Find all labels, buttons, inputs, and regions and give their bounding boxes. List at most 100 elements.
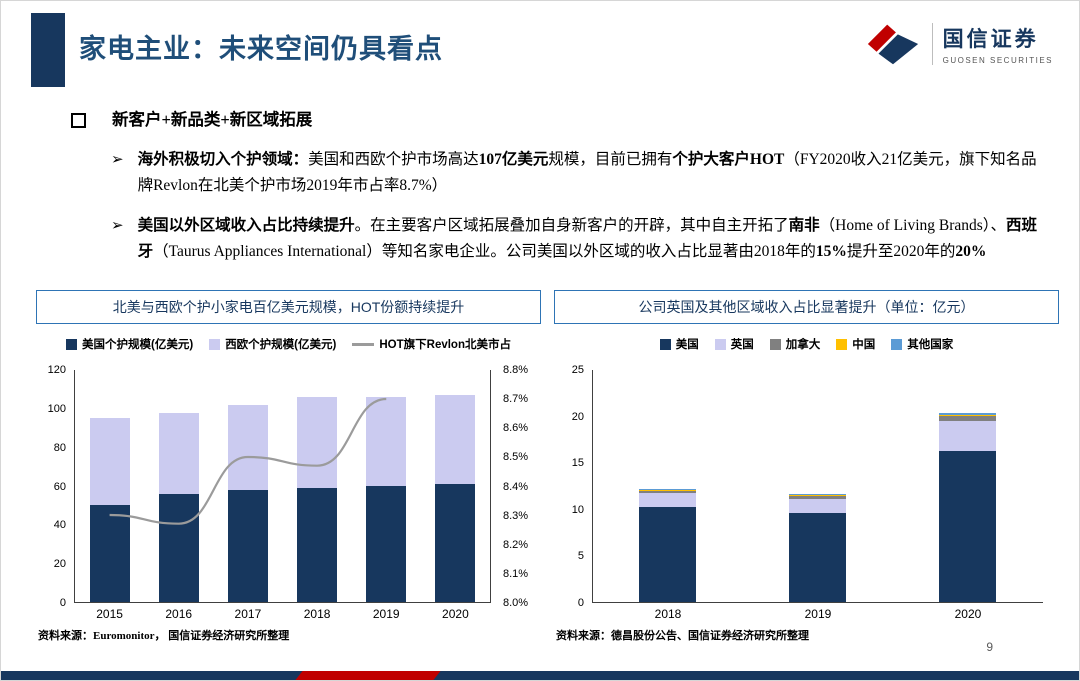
brand-logo: 国信证券 GUOSEN SECURITIES — [864, 21, 1053, 67]
bar-segment — [789, 495, 847, 499]
logo-text: 国信证券 GUOSEN SECURITIES — [943, 23, 1053, 65]
plot-area: 2018 2019 2020 — [592, 370, 1043, 621]
bar-slot — [144, 370, 213, 602]
legend-item: 英国 — [714, 336, 754, 352]
y-axis-tick-label: 10 — [571, 503, 584, 516]
legend-label: 中国 — [852, 339, 876, 351]
arrow-bullet-icon: ➢ — [111, 152, 124, 168]
bar-segment — [789, 493, 847, 495]
x-axis-tick-label: 2019 — [804, 607, 832, 621]
chart-title: 北美与西欧个护小家电百亿美元规模，HOT份额持续提升 — [36, 290, 541, 324]
bar-segment — [366, 397, 407, 486]
header-accent-block — [31, 13, 65, 87]
y-axis-right-tick-label: 8.3% — [503, 509, 529, 522]
x-axis-tick-label: 2018 — [303, 607, 331, 621]
y-axis-tick-label: 25 — [571, 364, 584, 376]
bar-slot — [421, 370, 490, 602]
legend-label: HOT旗下Revlon北美市占 — [379, 339, 511, 351]
footer-red-accent — [295, 671, 441, 680]
y-axis-right-tick-label: 8.2% — [503, 538, 529, 551]
chart-panel-region-revenue: 公司英国及其他区域收入占比显著提升（单位：亿元） 美国 英国 加拿大 中国 其他国家 0… — [554, 290, 1059, 647]
arrow-bullet-icon: ➢ — [111, 218, 124, 234]
legend-label: 西欧个护规模(亿美元) — [225, 339, 337, 351]
page-number: 9 — [986, 640, 993, 654]
bar-slot — [593, 370, 743, 602]
y-axis-tick-label: 100 — [47, 402, 66, 415]
bar-slot — [213, 370, 282, 602]
logo-name-en: GUOSEN SECURITIES — [942, 56, 1053, 65]
trend-line — [75, 370, 490, 602]
chart-legend: 美国个护规模(亿美元) 西欧个护规模(亿美元) HOT旗下Revlon北美市占 — [36, 336, 541, 352]
y-axis-tick-label: 20 — [53, 558, 66, 571]
plot-wrap: 0 20 40 60 80 100 120 8.0% 8.1% 8.2% 8.3% 8.4% 8.5%… — [36, 364, 541, 621]
y-axis-right-tick-label: 8.6% — [503, 422, 529, 435]
legend-line-marker — [352, 342, 375, 346]
legend-label: 英国 — [730, 339, 754, 351]
legend-color-swatch — [769, 338, 781, 350]
text-run: （Home of Living Brands）、 — [819, 217, 1007, 234]
y-axis-right-tick-label: 8.7% — [503, 393, 529, 406]
legend-color-swatch — [891, 338, 903, 350]
y-axis-tick-label: 120 — [47, 364, 66, 376]
y-axis-right-tick-label: 8.5% — [503, 451, 529, 464]
text-run: （Taurus Appliances International）等知名家电企业… — [153, 243, 816, 260]
bullet-level1: 新客户+新品类+新区域拓展 — [71, 107, 1049, 133]
y-axis-right-tick-label: 8.8% — [503, 364, 529, 376]
bar-segment — [297, 487, 338, 602]
x-axis-tick-label: 2015 — [96, 607, 123, 621]
legend-item: 加拿大 — [769, 336, 820, 352]
source-note: 资料来源：Euromonitor， 国信证券经济研究所整理 — [38, 630, 290, 642]
bar-slot — [75, 370, 144, 602]
legend-color-swatch — [659, 338, 671, 350]
bar-segment — [89, 418, 130, 506]
chart-title: 公司英国及其他区域收入占比显著提升（单位：亿元） — [554, 290, 1059, 324]
y-axis-right-tick-label: 8.4% — [503, 480, 529, 493]
text-run: 美国和西欧个护市场高达 — [308, 151, 479, 168]
text-run: 西班牙 — [137, 217, 1038, 260]
y-axis-tick-label: 5 — [577, 550, 584, 563]
plot-wrap: 0 5 10 15 20 25 2018 2019 2020 — [554, 364, 1059, 621]
legend-item: HOT旗下Revlon北美市占 — [352, 336, 511, 352]
x-axis-tick-label: 2016 — [165, 607, 193, 621]
x-axis-tick-label: 2018 — [654, 607, 682, 621]
bar-segment — [366, 486, 407, 602]
bar-segment — [939, 415, 997, 417]
legend-item: 美国个护规模(亿美元) — [66, 336, 193, 352]
y-axis-tick-label: 0 — [59, 597, 66, 609]
legend-color-swatch — [836, 338, 848, 350]
y-axis-tick-label: 80 — [53, 441, 66, 454]
plot-area: 2015 2016 2017 2018 2019 2020 — [74, 370, 491, 621]
x-axis-labels: 2018 2019 2020 — [593, 602, 1043, 622]
bar-segment — [297, 397, 338, 488]
source-note: 资料来源：德昌股份公告、国信证券经济研究所整理 — [556, 630, 809, 642]
bar-segment — [639, 489, 697, 491]
logo-divider — [931, 23, 933, 65]
bullet-level2-second: ➢ 美国以外区域收入占比持续提升。在主要客户区域拓展叠加自身新客户的开辟，其中自… — [71, 213, 1049, 265]
legend-label: 美国 — [675, 339, 699, 351]
legend-color-swatch — [209, 338, 221, 350]
text-run: 20% — [955, 243, 987, 260]
footer-bar — [1, 671, 1079, 680]
bullet-level2-first: ➢ 海外积极切入个护领域：美国和西欧个护市场高达107亿美元规模，目前已拥有个护… — [71, 147, 1049, 199]
bar-segment — [639, 507, 697, 602]
bar-slot — [743, 370, 893, 602]
bullet-level2-second-text: 美国以外区域收入占比持续提升。在主要客户区域拓展叠加自身新客户的开辟，其中自主开… — [138, 213, 1043, 265]
y-axis-tick-label: 15 — [571, 457, 584, 470]
text-run: 15% — [815, 243, 847, 260]
x-axis-tick-label: 2017 — [234, 607, 262, 621]
text-run: （FY2020收入21亿美元，旗下知名品牌Revlon在北美个护市场2019年市… — [137, 151, 1037, 194]
text-run: 提升至2020年的 — [846, 243, 956, 260]
text-run: 个护大客户HOT — [672, 151, 785, 168]
text-run: 规模，目前已拥有 — [548, 151, 673, 168]
bullet-level1-text: 新客户+新品类+新区域拓展 — [112, 107, 312, 133]
legend-item: 美国 — [659, 336, 699, 352]
legend-item: 中国 — [836, 336, 875, 352]
page-title: 家电主业：未来空间仍具看点 — [79, 34, 443, 64]
legend-color-swatch — [714, 338, 726, 350]
square-bullet-icon — [71, 112, 86, 128]
legend-label: 其他国家 — [907, 339, 954, 351]
bar-slot — [352, 370, 421, 602]
legend-color-swatch — [66, 338, 78, 350]
bar-segment — [435, 395, 476, 485]
